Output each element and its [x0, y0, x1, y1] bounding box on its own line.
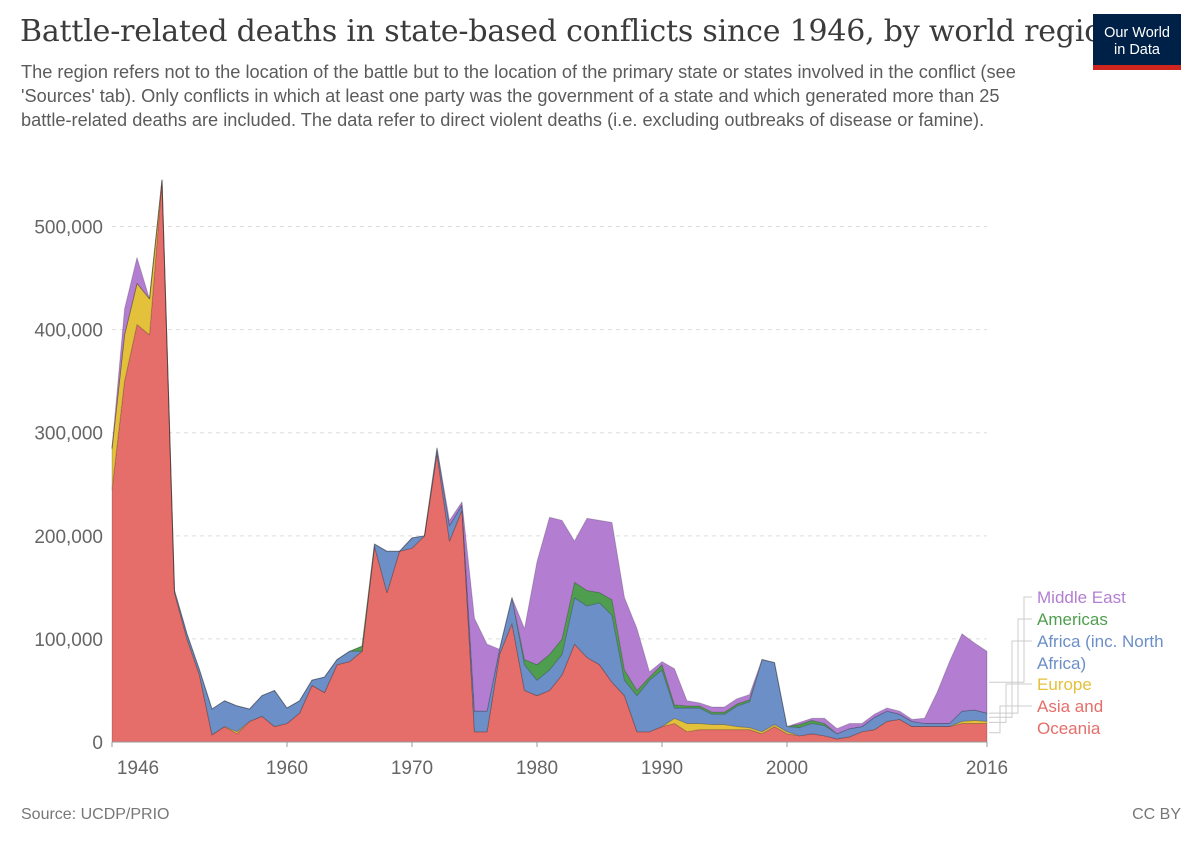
x-axis: 1946 1960 1970 1980 1990 2000 2016 [111, 741, 1008, 779]
logo-accent-bar [1093, 65, 1181, 70]
area-middle-east[interactable] [111, 179, 988, 735]
area-africa-inc-north-africa[interactable] [111, 179, 988, 740]
gridlines [112, 226, 987, 640]
legend-label[interactable]: Oceania [1037, 719, 1101, 738]
y-tick-label: 300,000 [34, 424, 103, 445]
owid-logo[interactable]: Our World in Data [1093, 14, 1181, 70]
x-tick-label: 1960 [266, 758, 308, 779]
source-note[interactable]: Source: UCDP/PRIO [21, 806, 170, 823]
legend-connector [989, 683, 1032, 723]
x-tick-label: 1946 [117, 758, 159, 779]
x-tick-label: 2000 [766, 758, 808, 779]
legend: Asia and Oceania Europe Africa (inc. North A… [989, 588, 1164, 738]
legend-label[interactable]: Americas [1037, 610, 1108, 629]
y-tick-label: 200,000 [34, 527, 103, 548]
legend-connector [989, 705, 1032, 734]
legend-label[interactable]: Africa) [1037, 654, 1086, 673]
y-tick-label: 100,000 [34, 630, 103, 651]
logo-line-2: in Data [1114, 42, 1160, 58]
y-tick-label: 0 [92, 733, 103, 754]
chart-subtitle: The region refers not to the location of… [21, 62, 1016, 130]
legend-connector [989, 640, 1032, 718]
legend-label[interactable]: Middle East [1037, 588, 1126, 607]
x-tick-label: 1970 [391, 758, 433, 779]
license-link[interactable]: CC BY [1132, 806, 1181, 823]
legend-label[interactable]: Africa (inc. North [1037, 632, 1164, 651]
legend-label[interactable]: Europe [1037, 675, 1092, 694]
legend-connector [989, 596, 1032, 683]
chart-title: Battle-related deaths in state-based con… [20, 14, 1122, 49]
area-americas[interactable] [111, 179, 988, 735]
y-axis: 0 100,000 200,000 300,000 400,000 500,000 [34, 218, 103, 754]
area-series [111, 179, 988, 743]
x-tick-label: 2016 [966, 758, 1008, 779]
x-tick-label: 1980 [516, 758, 558, 779]
y-tick-label: 400,000 [34, 321, 103, 342]
x-tick-label: 1990 [641, 758, 683, 779]
legend-label[interactable]: Asia and [1037, 697, 1103, 716]
logo-line-1: Our World [1104, 25, 1170, 41]
legend-connector [989, 618, 1032, 714]
y-tick-label: 500,000 [34, 218, 103, 239]
